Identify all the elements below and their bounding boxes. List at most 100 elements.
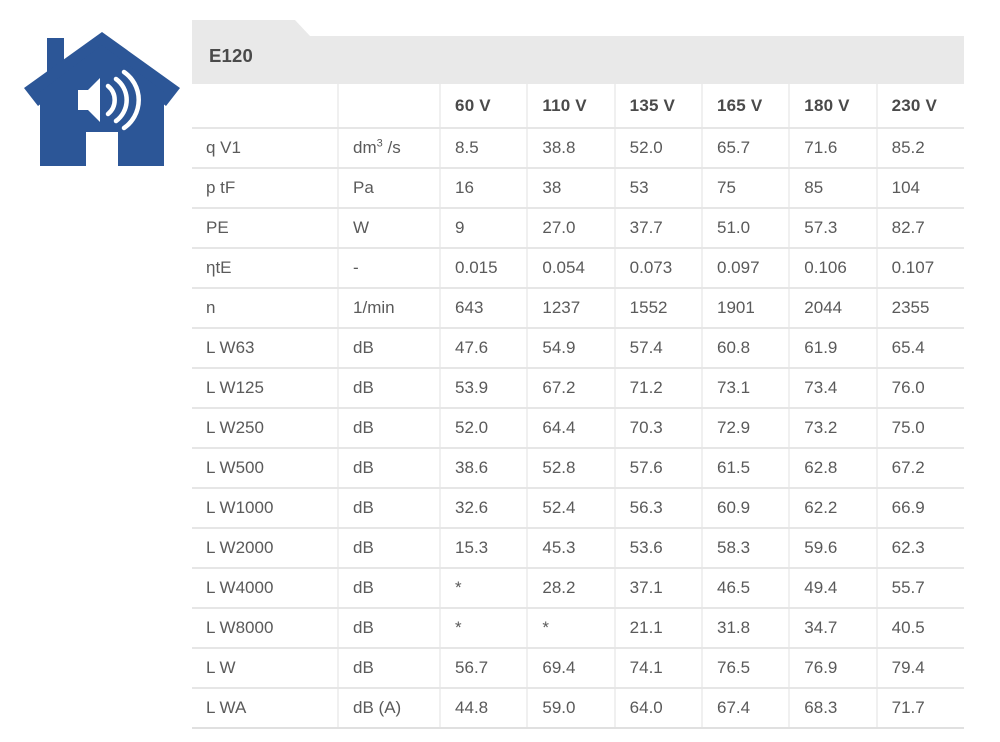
column-header-110v: 110 V [527, 84, 616, 129]
table-cell: 1237 [527, 288, 616, 329]
table-cell: 76.5 [701, 648, 791, 689]
table-row: L W63 dB 47.6 54.9 57.4 60.8 61.9 65.4 [192, 328, 964, 369]
table-cell: 75.0 [876, 408, 964, 449]
table-cell: 56.3 [614, 488, 703, 529]
table-cell: 60.9 [701, 488, 791, 529]
table-cell: 104 [876, 168, 964, 209]
table-cell: 69.4 [527, 648, 616, 689]
table-cell: 16 [440, 168, 529, 209]
table-cell: 73.4 [789, 368, 878, 409]
table-row: L W2000 dB 15.3 45.3 53.6 58.3 59.6 62.3 [192, 528, 964, 569]
table-cell: 38.6 [440, 448, 529, 489]
table-header-row: 60 V 110 V 135 V 165 V 180 V 230 V [192, 84, 964, 129]
row-label: L WA [192, 688, 340, 729]
table-cell: 38 [527, 168, 616, 209]
table-cell: 51.0 [701, 208, 791, 249]
table-cell: 38.8 [527, 128, 616, 169]
table-cell: 49.4 [789, 568, 878, 609]
panel-header-band: E120 [192, 20, 964, 84]
table-cell: 34.7 [789, 608, 878, 649]
table-cell: 0.073 [614, 248, 703, 289]
table-cell: 65.7 [701, 128, 791, 169]
table-cell: * [440, 568, 529, 609]
row-unit: dB [338, 448, 442, 489]
table-cell: 0.107 [876, 248, 964, 289]
table-row: L W8000 dB * * 21.1 31.8 34.7 40.5 [192, 608, 964, 649]
table-cell: 53.6 [614, 528, 703, 569]
row-unit: dB [338, 368, 442, 409]
table-cell: 71.2 [614, 368, 703, 409]
table-cell: 82.7 [876, 208, 964, 249]
table-cell: 64.4 [527, 408, 616, 449]
specification-table: 60 V 110 V 135 V 165 V 180 V 230 V q V1 d… [192, 84, 964, 729]
table-cell: 62.2 [789, 488, 878, 529]
table-cell: 53 [614, 168, 703, 209]
table-cell: 44.8 [440, 688, 529, 729]
table-cell: * [440, 608, 529, 649]
table-cell: 61.5 [701, 448, 791, 489]
table-cell: 57.3 [789, 208, 878, 249]
table-cell: 64.0 [614, 688, 703, 729]
row-label: L W125 [192, 368, 340, 409]
row-label: ηtE [192, 248, 340, 289]
table-cell: 58.3 [701, 528, 791, 569]
table-cell: 2355 [876, 288, 964, 329]
table-cell: 9 [440, 208, 529, 249]
table-cell: 54.9 [527, 328, 616, 369]
table-cell: 61.9 [789, 328, 878, 369]
row-unit: - [338, 248, 442, 289]
table-cell: * [527, 608, 616, 649]
table-row: n 1/min 643 1237 1552 1901 2044 2355 [192, 288, 964, 329]
table-cell: 32.6 [440, 488, 529, 529]
column-header-unit [338, 84, 442, 129]
column-header-quantity [192, 84, 340, 129]
row-label: L W500 [192, 448, 340, 489]
table-cell: 75 [701, 168, 791, 209]
table-cell: 66.9 [876, 488, 964, 529]
table-cell: 643 [440, 288, 529, 329]
row-unit: dB [338, 408, 442, 449]
table-cell: 0.054 [527, 248, 616, 289]
table-cell: 1901 [701, 288, 791, 329]
house-speaker-logo [22, 26, 182, 186]
table-cell: 59.0 [527, 688, 616, 729]
table-cell: 73.1 [701, 368, 791, 409]
row-unit: dB [338, 608, 442, 649]
table-cell: 1552 [614, 288, 703, 329]
column-header-165v: 165 V [701, 84, 791, 129]
table-cell: 47.6 [440, 328, 529, 369]
spec-panel: E120 60 V 110 V 135 V 165 V 180 V 230 V [192, 20, 964, 729]
table-cell: 73.2 [789, 408, 878, 449]
table-cell: 85 [789, 168, 878, 209]
row-label: L W63 [192, 328, 340, 369]
table-cell: 52.8 [527, 448, 616, 489]
row-unit: W [338, 208, 442, 249]
table-cell: 71.7 [876, 688, 964, 729]
table-cell: 52.0 [614, 128, 703, 169]
table-cell: 15.3 [440, 528, 529, 569]
row-label: L W1000 [192, 488, 340, 529]
row-unit: dm3 /s [338, 128, 442, 169]
table-row: L WA dB (A) 44.8 59.0 64.0 67.4 68.3 71.7 [192, 688, 964, 729]
table-cell: 67.2 [876, 448, 964, 489]
table-cell: 76.9 [789, 648, 878, 689]
row-label: p tF [192, 168, 340, 209]
row-unit: dB [338, 488, 442, 529]
row-label: L W250 [192, 408, 340, 449]
row-label: L W4000 [192, 568, 340, 609]
row-label: PE [192, 208, 340, 249]
table-cell: 62.3 [876, 528, 964, 569]
table-row: PE W 9 27.0 37.7 51.0 57.3 82.7 [192, 208, 964, 249]
table-cell: 59.6 [789, 528, 878, 569]
table-row: q V1 dm3 /s 8.5 38.8 52.0 65.7 71.6 85.2 [192, 128, 964, 169]
table-row: L W4000 dB * 28.2 37.1 46.5 49.4 55.7 [192, 568, 964, 609]
table-row: p tF Pa 16 38 53 75 85 104 [192, 168, 964, 209]
panel-tab-label: E120 [209, 45, 254, 66]
table-cell: 71.6 [789, 128, 878, 169]
row-unit: Pa [338, 168, 442, 209]
table-cell: 0.015 [440, 248, 529, 289]
table-cell: 57.6 [614, 448, 703, 489]
table-cell: 55.7 [876, 568, 964, 609]
table-cell: 31.8 [701, 608, 791, 649]
row-unit: dB [338, 568, 442, 609]
